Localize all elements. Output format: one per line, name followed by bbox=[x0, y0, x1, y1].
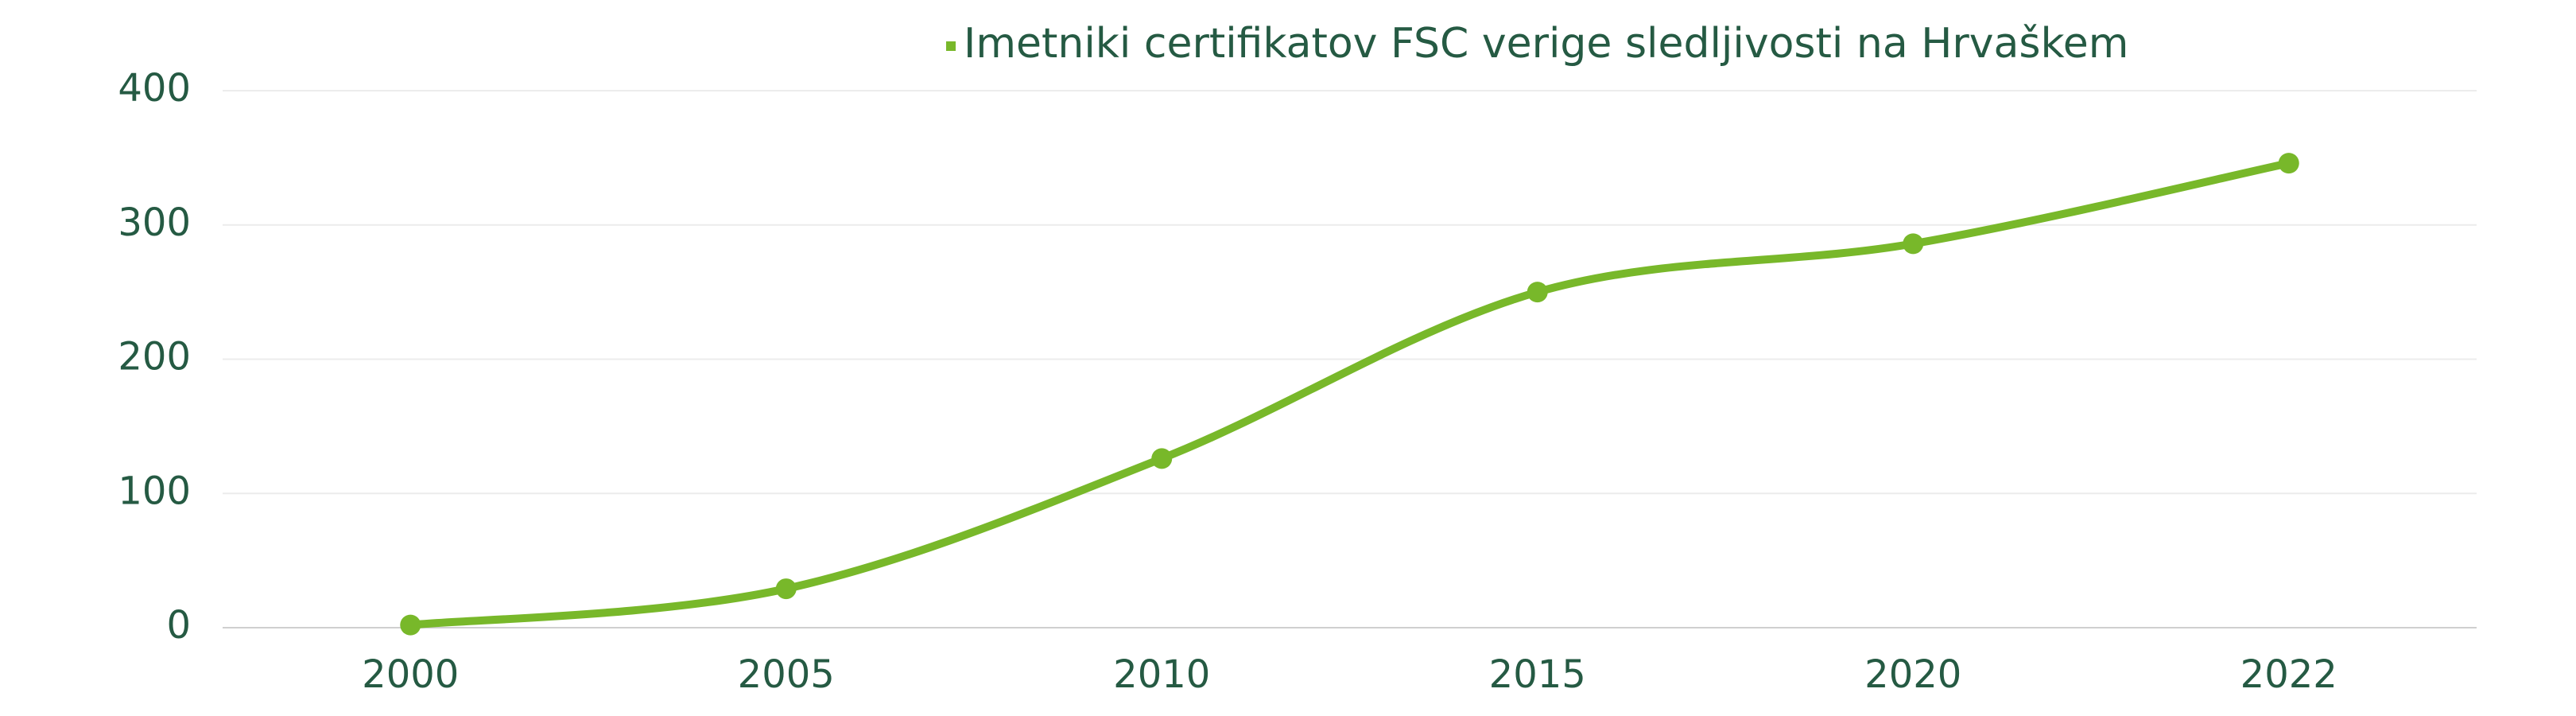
legend-label: Imetniki certifikatov FSC verige sledlji… bbox=[964, 20, 2128, 68]
point bbox=[400, 614, 421, 636]
point bbox=[1903, 233, 1924, 255]
y-tick-label: 400 bbox=[118, 66, 191, 111]
line bbox=[406, 159, 2293, 629]
point bbox=[2278, 153, 2299, 174]
x-tick-label: 2000 bbox=[362, 652, 459, 697]
point bbox=[1151, 448, 1173, 469]
x-tick-label: 2010 bbox=[1113, 652, 1210, 697]
point bbox=[775, 578, 797, 600]
legend-marker bbox=[946, 41, 956, 51]
x-tick-label: 2015 bbox=[1489, 652, 1586, 697]
x-tick-label: 2022 bbox=[2240, 652, 2337, 697]
y-tick-label: 200 bbox=[118, 335, 191, 379]
y-tick-label: 100 bbox=[118, 469, 191, 513]
y-tick-label: 0 bbox=[166, 603, 191, 648]
point bbox=[1527, 282, 1548, 303]
x-tick-label: 2005 bbox=[738, 652, 835, 697]
y-tick-label: 300 bbox=[118, 200, 191, 245]
x-tick-label: 2020 bbox=[1864, 652, 1961, 697]
